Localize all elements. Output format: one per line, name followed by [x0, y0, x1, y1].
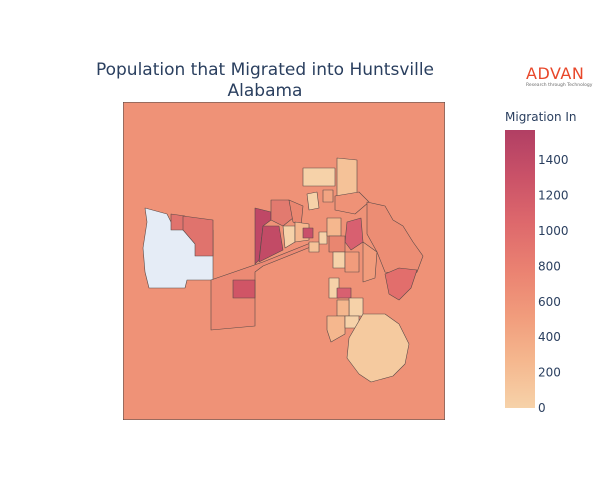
colorbar-tick-label: 600: [538, 295, 561, 309]
colorbar-tick-label: 0: [538, 401, 546, 415]
region-mid-e[interactable]: [344, 251, 360, 273]
region-central-g[interactable]: [302, 227, 314, 239]
region-mid-l[interactable]: [308, 241, 320, 253]
logo-wordmark: ADVAN: [526, 64, 585, 83]
advan-logo: ADVAN Research through Technology: [526, 64, 593, 89]
region-central-h[interactable]: [306, 191, 320, 211]
region-east-d[interactable]: [362, 241, 378, 283]
region-central-c[interactable]: [270, 199, 294, 227]
region-mid-c[interactable]: [328, 235, 346, 253]
region-mid-j[interactable]: [326, 315, 346, 343]
region-corridor-inner[interactable]: [232, 279, 256, 299]
region-southeast-large[interactable]: [346, 313, 410, 383]
region-west-b[interactable]: [182, 215, 214, 257]
colorbar-tick-label: 800: [538, 259, 561, 273]
colorbar-ticks: 0 200 400 600 800 1000 1200 1400: [538, 153, 569, 415]
colorbar-title: Migration In: [505, 110, 577, 124]
region-mid-d[interactable]: [332, 251, 346, 269]
colorbar-tick-label: 1200: [538, 189, 569, 203]
colorbar-tick-label: 400: [538, 330, 561, 344]
region-mid-i[interactable]: [336, 299, 350, 317]
region-corridor[interactable]: [210, 241, 314, 331]
region-east-a[interactable]: [344, 217, 364, 251]
colorbar-tick-label: 1400: [538, 153, 569, 167]
region-mid-g[interactable]: [336, 287, 352, 299]
colorbar-tick-label: 200: [538, 366, 561, 380]
region-east-c[interactable]: [384, 267, 418, 301]
region-north-b[interactable]: [302, 167, 336, 187]
region-north-a[interactable]: [336, 157, 358, 197]
colorbar-tick-label: 1000: [538, 224, 569, 238]
colorbar-gradient: [505, 130, 535, 408]
colorbar: 0 200 400 600 800 1000 1200 1400: [505, 130, 569, 415]
region-mid-h[interactable]: [348, 297, 364, 317]
logo-tagline: Research through Technology: [526, 83, 593, 88]
title-line-1: Population that Migrated into Huntsville…: [95, 60, 435, 101]
region-north-c[interactable]: [322, 189, 334, 203]
region-mid-a[interactable]: [318, 231, 328, 245]
choropleth-map[interactable]: [123, 102, 445, 420]
region-north-d[interactable]: [334, 191, 370, 215]
region-central-b[interactable]: [258, 225, 284, 263]
region-mid-b[interactable]: [326, 217, 342, 237]
